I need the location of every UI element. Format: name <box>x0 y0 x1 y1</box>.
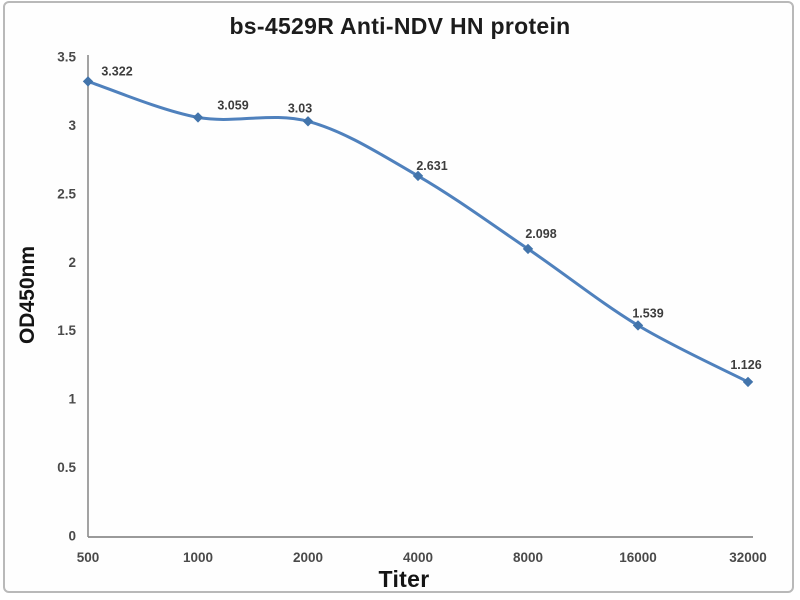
series-path <box>86 79 750 384</box>
y-tick-label: 2.5 <box>57 186 76 201</box>
data-point-label: 1.539 <box>632 306 663 320</box>
data-point-marker <box>632 320 644 331</box>
data-point-label: 2.098 <box>525 227 556 241</box>
y-tick-label: 3 <box>68 118 76 133</box>
data-point-label: 2.631 <box>416 159 447 173</box>
x-tick-label: 500 <box>77 550 100 565</box>
x-tick-label: 8000 <box>513 550 543 565</box>
data-point-label: 3.322 <box>101 64 132 78</box>
series-markers <box>82 76 754 388</box>
data-point-marker <box>412 170 424 182</box>
data-labels: 3.322 3.059 3.03 2.631 2.098 1.539 1.126 <box>101 64 761 372</box>
y-tick-label: 3.5 <box>57 50 76 65</box>
x-axis-title: Titer <box>378 566 430 592</box>
data-point-marker <box>742 376 754 388</box>
data-point-marker <box>522 243 534 255</box>
series-line <box>86 79 750 384</box>
x-tick-label: 32000 <box>729 550 767 565</box>
data-point-marker <box>302 116 314 127</box>
axes <box>87 55 753 538</box>
x-tick-label: 4000 <box>403 550 433 565</box>
y-tick-label: 2 <box>68 255 76 270</box>
x-tick-label: 2000 <box>293 550 323 565</box>
y-tick-label: 1 <box>68 392 76 407</box>
data-point-label: 3.059 <box>217 98 248 112</box>
y-tick-label: 0 <box>68 529 76 544</box>
x-tick-label: 16000 <box>619 550 657 565</box>
y-tick-labels: 0 0.5 1 1.5 2 2.5 3 3.5 <box>57 50 76 544</box>
data-point-marker <box>82 76 94 87</box>
x-tick-labels: 500 1000 2000 4000 8000 16000 32000 <box>77 550 767 565</box>
x-tick-label: 1000 <box>183 550 213 565</box>
data-point-marker <box>192 112 204 123</box>
y-tick-label: 1.5 <box>57 323 76 338</box>
data-point-label: 1.126 <box>730 358 761 372</box>
data-point-label: 3.03 <box>288 101 312 115</box>
y-tick-label: 0.5 <box>57 460 76 475</box>
chart-title: bs-4529R Anti-NDV HN protein <box>229 13 571 39</box>
